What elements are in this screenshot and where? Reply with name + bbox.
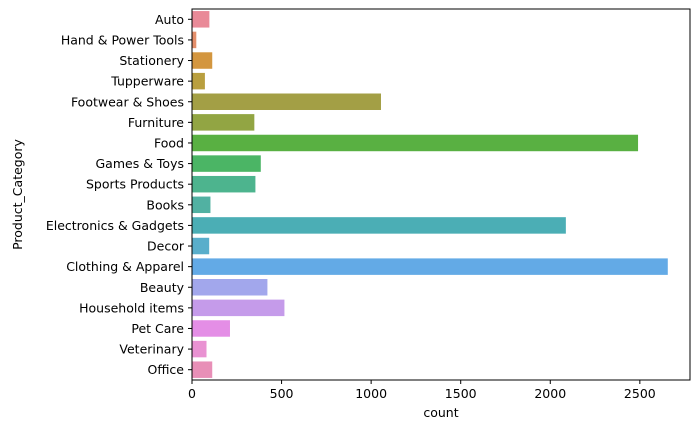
bar-footwear-shoes xyxy=(192,93,381,110)
bar-food xyxy=(192,134,639,152)
x-tick-label: 500 xyxy=(270,386,294,401)
bar-office xyxy=(192,361,213,378)
y-tick-label-footwear-shoes: Footwear & Shoes xyxy=(71,94,184,109)
x-tick-label: 1500 xyxy=(445,386,477,401)
y-tick-label-games-toys: Games & Toys xyxy=(96,156,185,171)
bar-electronics-gadgets xyxy=(192,217,566,234)
x-tick-label: 2500 xyxy=(624,386,656,401)
bars-group xyxy=(192,11,668,378)
y-tick-label-office: Office xyxy=(148,362,185,377)
y-tick-label-decor: Decor xyxy=(147,239,185,254)
y-tick-label-household-items: Household items xyxy=(79,300,184,315)
y-tick-label-veterinary: Veterinary xyxy=(119,342,184,357)
bar-decor xyxy=(192,237,210,255)
x-tick-label: 2000 xyxy=(534,386,566,401)
bar-furniture xyxy=(192,114,255,131)
x-axis-label: count xyxy=(423,405,458,420)
y-tick-label-pet-care: Pet Care xyxy=(131,321,184,336)
y-tick-label-furniture: Furniture xyxy=(128,115,184,130)
y-tick-label-beauty: Beauty xyxy=(140,280,185,295)
y-axis-ticks: Auto Hand & Power Tools Stationery Tupperwa… xyxy=(46,12,192,377)
y-tick-label-electronics-gadgets: Electronics & Gadgets xyxy=(46,218,184,233)
y-tick-label-stationery: Stationery xyxy=(119,53,184,68)
bar-clothing-apparel xyxy=(192,258,668,275)
y-tick-label-tupperware: Tupperware xyxy=(110,74,184,89)
bar-sports-products xyxy=(192,175,256,193)
x-tick-label: 0 xyxy=(188,386,196,401)
bar-books xyxy=(192,196,211,214)
x-tick-label: 1000 xyxy=(355,386,387,401)
x-axis-ticks: 0 500 1000 1500 2000 2500 xyxy=(188,380,656,401)
bar-veterinary xyxy=(192,340,207,358)
bar-stationery xyxy=(192,52,213,69)
bar-hand-power-tools xyxy=(192,31,197,49)
y-tick-label-auto: Auto xyxy=(155,12,184,27)
y-tick-label-clothing-apparel: Clothing & Apparel xyxy=(66,259,184,274)
y-axis-label: Product_Category xyxy=(10,138,25,249)
y-tick-label-hand-power-tools: Hand & Power Tools xyxy=(61,32,184,47)
plot-frame xyxy=(191,8,691,381)
y-tick-label-sports-products: Sports Products xyxy=(86,177,184,192)
bar-beauty xyxy=(192,279,268,296)
y-tick-label-food: Food xyxy=(154,135,184,150)
bar-tupperware xyxy=(192,72,205,90)
bar-games-toys xyxy=(192,155,261,172)
bar-pet-care xyxy=(192,320,230,337)
bar-household-items xyxy=(192,299,285,317)
bar-auto xyxy=(192,11,210,28)
y-tick-label-books: Books xyxy=(146,197,184,212)
